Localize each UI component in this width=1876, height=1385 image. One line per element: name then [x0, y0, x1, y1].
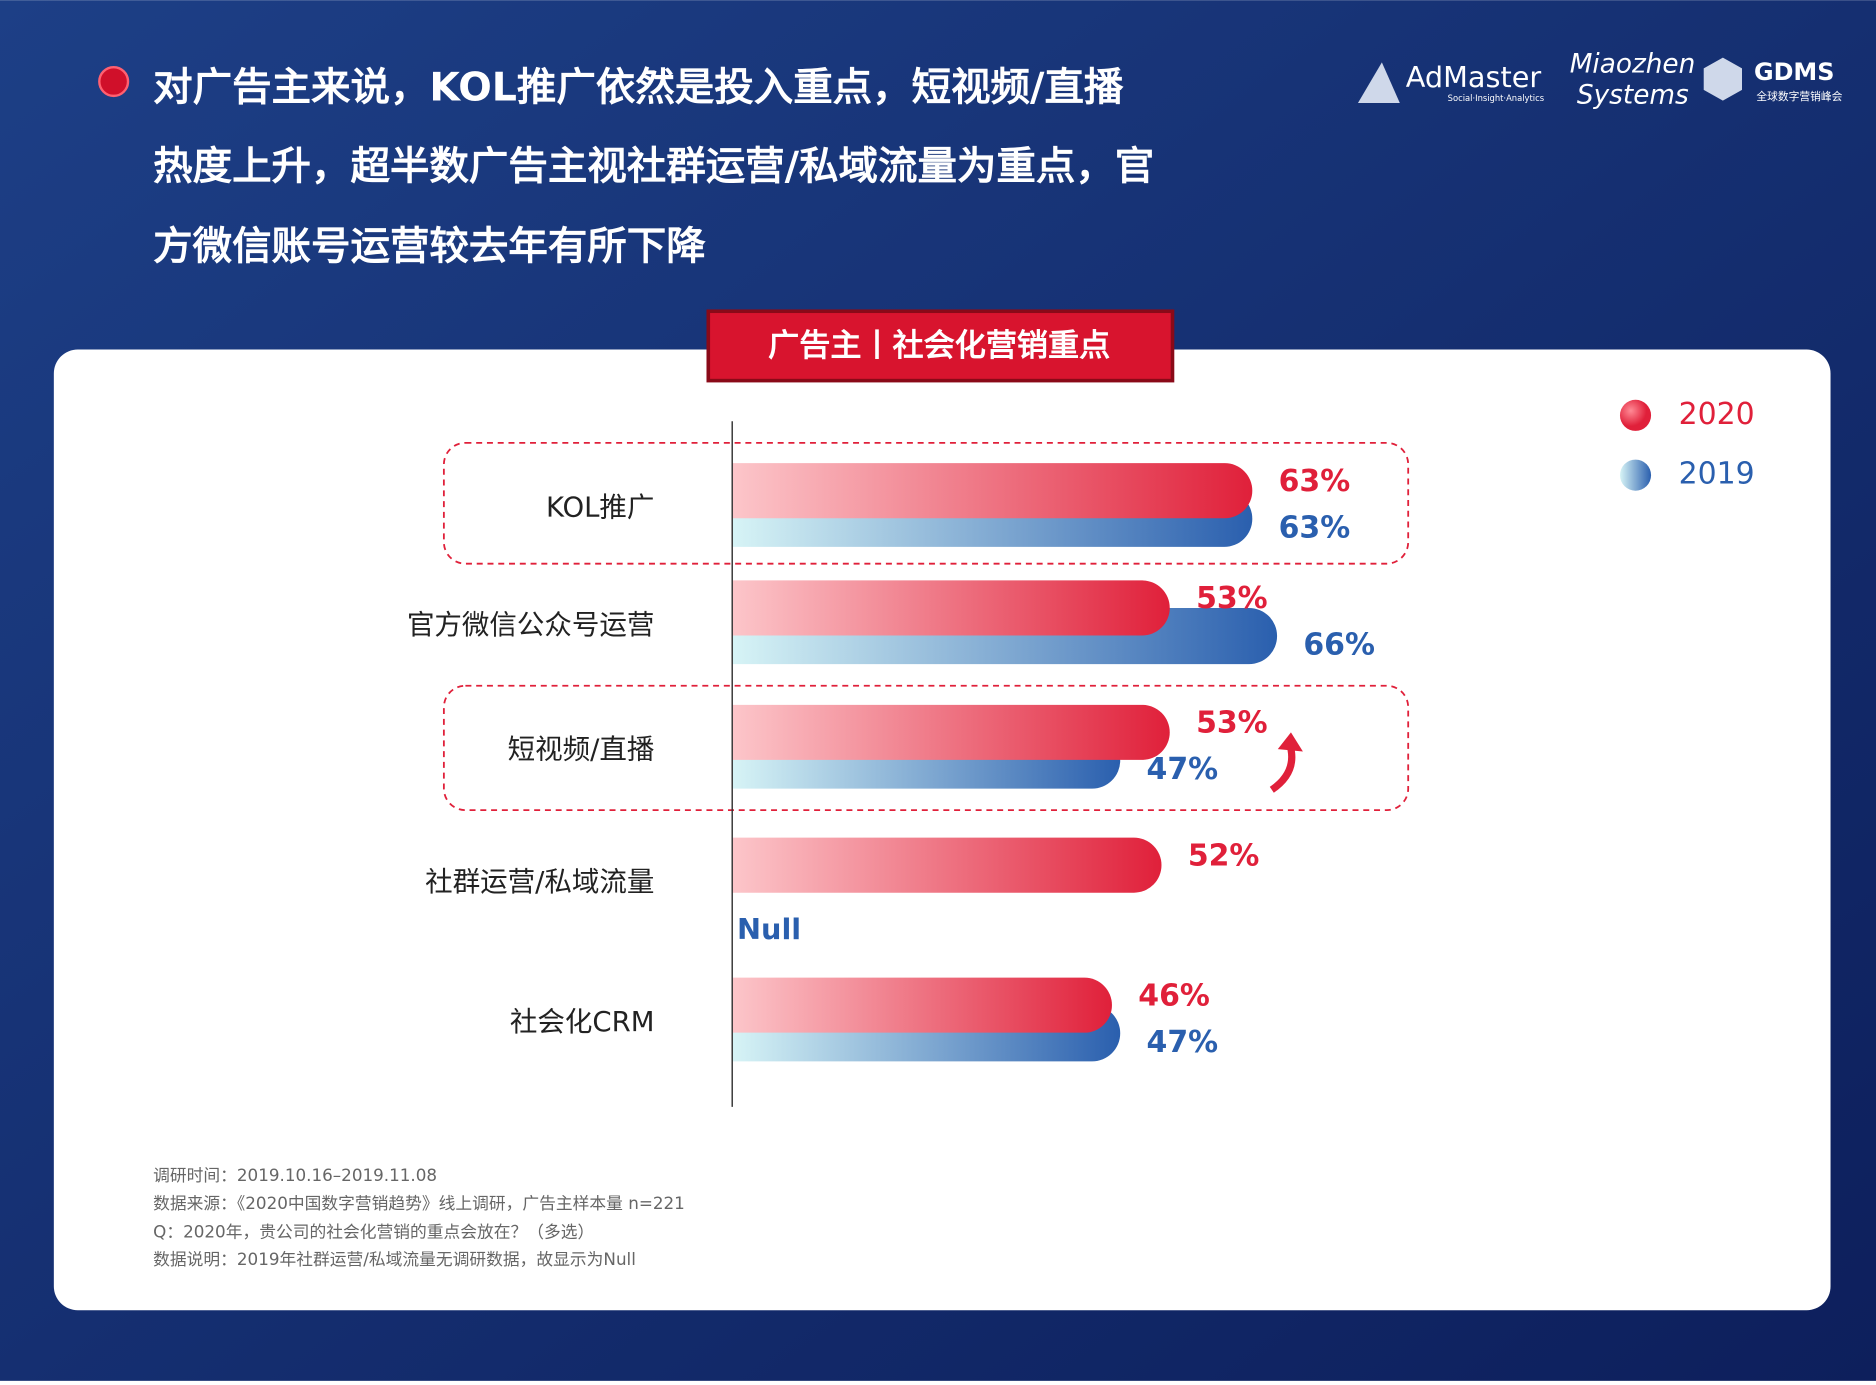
- logo-text: Social·Insight·Analytics: [1448, 93, 1544, 103]
- logo-text: AdMaster: [1406, 60, 1542, 94]
- footnotes: 调研时间：2019.10.16–2019.11.08 数据来源：《2020中国数…: [153, 1165, 685, 1269]
- value-label: 46%: [1138, 978, 1210, 1013]
- category-label: 社会化CRM: [510, 1006, 655, 1038]
- value-label: 63%: [1279, 464, 1351, 499]
- bar: [732, 977, 1112, 1033]
- footnote: Q：2020年，贵公司的社会化营销的重点会放在？（多选）: [153, 1221, 594, 1241]
- category-label: 社群运营/私域流量: [425, 866, 654, 898]
- headline-line: 对广告主来说，KOL推广依然是投入重点，短视频/直播: [153, 64, 1124, 110]
- chart-title: 广告主丨社会化营销重点: [768, 328, 1110, 364]
- logos: AdMaster Social·Insight·Analytics Miaozh…: [1357, 49, 1843, 110]
- logo-text: Systems: [1577, 80, 1689, 110]
- value-label: Null: [737, 912, 801, 946]
- footnote: 数据说明：2019年社群运营/私域流量无调研数据，故显示为Null: [153, 1249, 636, 1269]
- value-label: 53%: [1196, 706, 1268, 741]
- category-label: KOL推广: [546, 492, 655, 524]
- bar: [732, 837, 1162, 893]
- headline-line: 热度上升，超半数广告主视社群运营/私域流量为重点，官: [153, 143, 1154, 189]
- value-label: 66%: [1303, 628, 1375, 663]
- legend-swatch: [1619, 459, 1652, 491]
- bar: [732, 704, 1170, 760]
- category-label: 短视频/直播: [508, 733, 655, 765]
- card: [53, 349, 1831, 1311]
- logo-text: Miaozhen: [1570, 49, 1696, 79]
- value-label: 63%: [1279, 510, 1351, 545]
- logo-icon: [1703, 57, 1742, 101]
- headline-line: 方微信账号运营较去年有所下降: [153, 224, 706, 270]
- legend-swatch: [1619, 399, 1652, 431]
- category-label: 官方微信公众号运营: [407, 609, 655, 641]
- value-label: 47%: [1147, 752, 1219, 787]
- highlight-box: [442, 441, 1410, 565]
- highlight-box: [442, 684, 1410, 812]
- value-label: 52%: [1188, 838, 1260, 873]
- legend-label: 2020: [1679, 397, 1755, 432]
- footnote: 调研时间：2019.10.16–2019.11.08: [153, 1165, 437, 1185]
- bar: [732, 463, 1253, 519]
- up-arrow-head: [1277, 732, 1303, 752]
- bar: [732, 580, 1170, 636]
- value-label: 47%: [1147, 1025, 1219, 1060]
- value-label: 53%: [1196, 581, 1268, 616]
- logo-text: 全球数字营销峰会: [1756, 90, 1842, 103]
- logo-icon: [1357, 62, 1400, 104]
- plot: KOL推广 63% 63% 官方微信公众号运营 66% 53% 短视频/直播 47% 53% 社群…: [407, 397, 1755, 1062]
- bullet: [98, 65, 130, 98]
- headline: 对广告主来说，KOL推广依然是投入重点，短视频/直播 热度上升，超半数广告主视社…: [153, 64, 1154, 269]
- badge: [706, 309, 1175, 383]
- footnote: 数据来源：《2020中国数字营销趋势》线上调研，广告主样本量 n=221: [153, 1193, 685, 1213]
- logo-text: GDMS: [1754, 58, 1834, 86]
- legend-label: 2019: [1679, 457, 1755, 492]
